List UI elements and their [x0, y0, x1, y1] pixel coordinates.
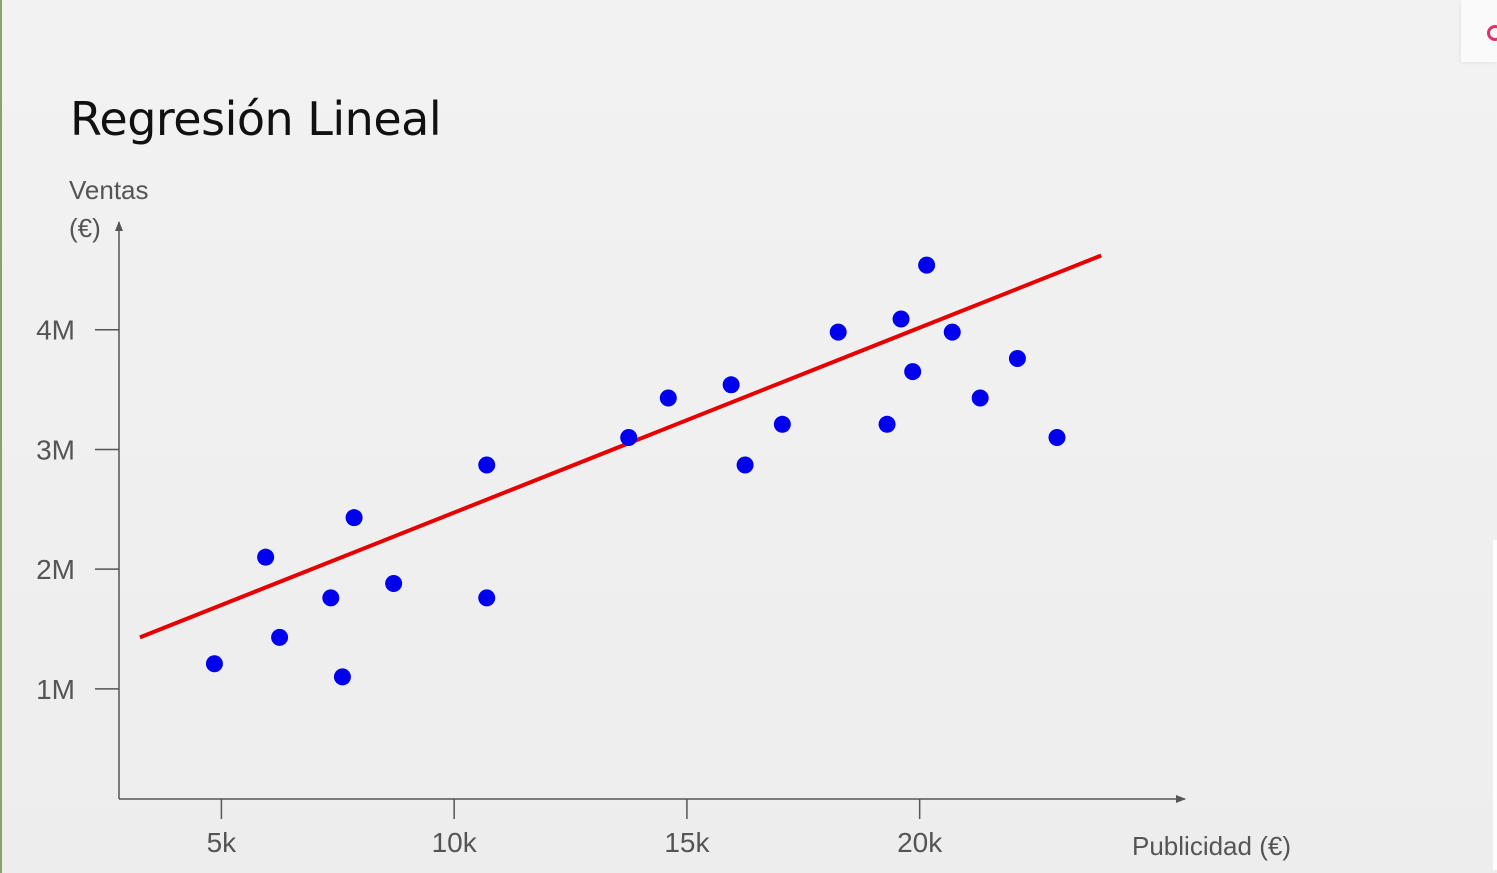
data-point — [904, 363, 922, 381]
edge-bar — [1493, 540, 1497, 870]
y-ticks: 1M 2M 3M 4M — [36, 315, 119, 705]
regression-line — [139, 253, 1102, 640]
data-points — [205, 256, 1066, 686]
x-ticks: 5k 10k 15k 20k — [207, 799, 943, 858]
data-point — [478, 456, 496, 474]
data-point — [1008, 349, 1026, 367]
data-point — [722, 376, 740, 394]
x-tick-label: 10k — [432, 827, 478, 858]
x-tick-label: 5k — [207, 827, 238, 858]
data-point — [478, 589, 496, 607]
x-tick-label: 15k — [664, 827, 710, 858]
data-point — [620, 428, 638, 446]
data-point — [736, 456, 754, 474]
data-point — [257, 548, 275, 566]
y-axis-label-unit: (€) — [69, 213, 101, 243]
data-point — [271, 628, 289, 646]
x-axis-label: Publicidad (€) — [1132, 831, 1291, 861]
data-point — [322, 589, 340, 607]
y-tick-label: 1M — [36, 674, 75, 705]
x-tick-label: 20k — [897, 827, 943, 858]
y-tick-label: 3M — [36, 434, 75, 465]
data-point — [345, 509, 363, 527]
data-point — [773, 415, 791, 433]
y-tick-label: 2M — [36, 554, 75, 585]
data-point — [918, 256, 936, 274]
data-point — [385, 575, 403, 593]
data-point — [1048, 428, 1066, 446]
data-point — [878, 415, 896, 433]
corner-widget[interactable] — [1461, 0, 1497, 62]
data-point — [333, 668, 351, 686]
data-point — [892, 310, 910, 328]
y-tick-label: 4M — [36, 315, 75, 346]
y-axis-label: Ventas — [69, 175, 149, 205]
slide-title: Regresión Lineal — [70, 92, 442, 146]
data-point — [943, 323, 961, 341]
data-point — [971, 389, 989, 407]
data-point — [205, 655, 223, 673]
data-point — [829, 323, 847, 341]
ring-icon — [1487, 25, 1497, 41]
data-point — [659, 389, 677, 407]
